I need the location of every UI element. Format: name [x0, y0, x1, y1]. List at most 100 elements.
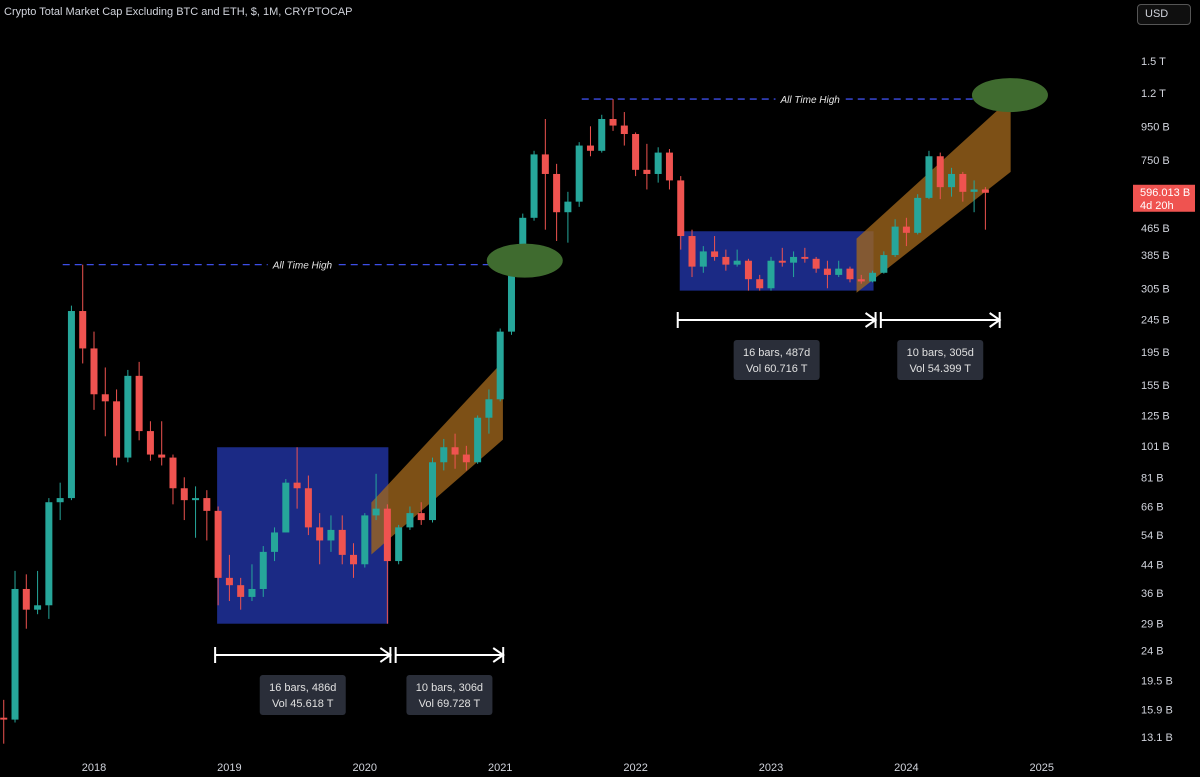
candle-2019-09[interactable]	[316, 513, 324, 565]
candle-2020-01[interactable]	[361, 513, 369, 568]
ath-marker-1[interactable]	[486, 243, 563, 278]
candle-2022-02[interactable]	[643, 143, 651, 190]
trend-channel-2[interactable]	[856, 98, 1011, 293]
candle-2017-06[interactable]	[11, 570, 19, 723]
candle-2021-05[interactable]	[541, 118, 549, 230]
candle-2023-05[interactable]	[812, 256, 820, 273]
candle-2024-06[interactable]	[959, 171, 967, 202]
candle-2024-02[interactable]	[914, 194, 922, 235]
candle-2022-06[interactable]	[688, 229, 696, 278]
candle-2020-09[interactable]	[451, 433, 459, 469]
currency-button[interactable]: USD	[1137, 4, 1191, 25]
candle-2020-08[interactable]	[440, 438, 448, 471]
candle-2023-12[interactable]	[891, 219, 899, 257]
time-axis[interactable]: 2018 2019 2020 2021 2022 2023 2024 2025	[82, 762, 1054, 774]
candle-2018-05[interactable]	[135, 361, 143, 441]
candle-2020-12[interactable]	[485, 389, 493, 434]
candle-2022-11[interactable]	[744, 258, 752, 291]
candle-2024-04[interactable]	[936, 152, 944, 200]
candle-2022-12[interactable]	[756, 274, 764, 291]
candle-2017-08[interactable]	[34, 570, 42, 615]
candle-2023-03[interactable]	[790, 251, 798, 278]
candle-2020-11[interactable]	[474, 415, 482, 464]
candle-2019-01[interactable]	[225, 554, 233, 602]
candle-2017-05[interactable]	[0, 699, 8, 744]
candle-2018-03[interactable]	[113, 389, 121, 466]
candle-2022-05[interactable]	[677, 176, 685, 250]
candle-2023-07[interactable]	[835, 260, 843, 278]
candle-2018-09[interactable]	[180, 477, 188, 521]
candle-2021-04[interactable]	[530, 150, 538, 221]
candle-2018-10[interactable]	[192, 486, 200, 538]
candle-2021-09[interactable]	[586, 126, 594, 157]
candle-2024-05[interactable]	[948, 167, 956, 197]
candle-2018-08[interactable]	[169, 454, 177, 505]
measure-3[interactable]: 16 bars, 487d Vol 60.716 T	[676, 312, 878, 380]
candle-2022-07[interactable]	[699, 246, 707, 273]
candle-2022-08[interactable]	[711, 236, 719, 261]
candle-2018-12[interactable]	[214, 506, 222, 606]
candle-2019-11[interactable]	[338, 515, 346, 565]
candle-2022-01[interactable]	[632, 132, 640, 177]
candle-2020-10[interactable]	[462, 445, 470, 471]
candle-2024-08[interactable]	[981, 187, 989, 230]
candle-2023-04[interactable]	[801, 247, 809, 263]
candle-2021-06[interactable]	[553, 163, 561, 241]
last-price-badge[interactable]: 596.013 B4d 20h	[1133, 184, 1195, 212]
candle-2020-07[interactable]	[429, 457, 436, 523]
candle-2019-10[interactable]	[327, 515, 335, 552]
measure-4[interactable]: 10 bars, 305d Vol 54.399 T	[879, 312, 1002, 380]
measure-1[interactable]: 16 bars, 486d Vol 45.618 T	[214, 647, 393, 715]
candle-2021-10[interactable]	[598, 114, 606, 153]
candle-2018-02[interactable]	[101, 367, 109, 437]
candle-2019-08[interactable]	[304, 475, 312, 536]
candle-2024-07[interactable]	[970, 180, 978, 213]
candle-2023-01[interactable]	[767, 256, 775, 291]
candle-2018-06[interactable]	[146, 421, 154, 461]
candle-2019-03[interactable]	[248, 564, 256, 602]
candle-2023-10[interactable]	[869, 270, 877, 283]
candle-2023-02[interactable]	[778, 247, 786, 267]
trend-channel-1[interactable]	[371, 361, 503, 555]
candle-2023-06[interactable]	[823, 260, 831, 289]
candle-2023-08[interactable]	[846, 266, 854, 283]
candle-2024-03[interactable]	[925, 150, 933, 200]
candle-2019-05[interactable]	[271, 527, 279, 562]
candle-2018-04[interactable]	[124, 369, 132, 463]
candle-2022-04[interactable]	[665, 149, 673, 190]
candle-2022-03[interactable]	[654, 147, 662, 183]
candle-2018-01[interactable]	[90, 331, 98, 410]
candle-2021-08[interactable]	[575, 142, 583, 207]
candle-2020-06[interactable]	[417, 502, 425, 525]
range-box-2[interactable]	[679, 231, 874, 291]
candle-2019-06[interactable]	[282, 479, 290, 533]
candle-2021-12[interactable]	[620, 112, 628, 146]
candle-2019-12[interactable]	[350, 543, 358, 578]
candle-2020-03[interactable]	[383, 504, 391, 624]
candle-2019-02[interactable]	[237, 577, 245, 610]
candle-2023-09[interactable]	[857, 274, 865, 284]
candle-2024-01[interactable]	[902, 217, 910, 247]
ath-marker-2[interactable]	[971, 78, 1048, 113]
candle-2017-11[interactable]	[67, 305, 75, 501]
candle-2019-04[interactable]	[259, 546, 267, 597]
candle-2022-10[interactable]	[733, 249, 741, 267]
candle-2018-11[interactable]	[203, 490, 211, 541]
candle-2020-05[interactable]	[406, 506, 414, 530]
candle-2023-11[interactable]	[880, 251, 888, 274]
candle-2020-02[interactable]	[372, 473, 380, 521]
candle-2021-07[interactable]	[564, 191, 572, 243]
range-box-1[interactable]	[217, 447, 389, 624]
candle-2017-07[interactable]	[22, 574, 30, 629]
price-axis[interactable]: 1.5 T 1.2 T 950 B 750 B 465 B 385 B 305 B 245 B…	[1133, 56, 1195, 744]
candle-2017-12[interactable]	[79, 264, 87, 364]
candle-2021-11[interactable]	[609, 99, 617, 131]
candle-2022-09[interactable]	[722, 249, 730, 271]
candle-2019-07[interactable]	[293, 447, 301, 509]
candle-2020-04[interactable]	[395, 524, 403, 565]
candle-2021-01[interactable]	[496, 328, 504, 402]
measure-2[interactable]: 10 bars, 306d Vol 69.728 T	[394, 647, 505, 715]
candle-2017-10[interactable]	[56, 482, 64, 521]
candle-2018-07[interactable]	[158, 421, 166, 466]
